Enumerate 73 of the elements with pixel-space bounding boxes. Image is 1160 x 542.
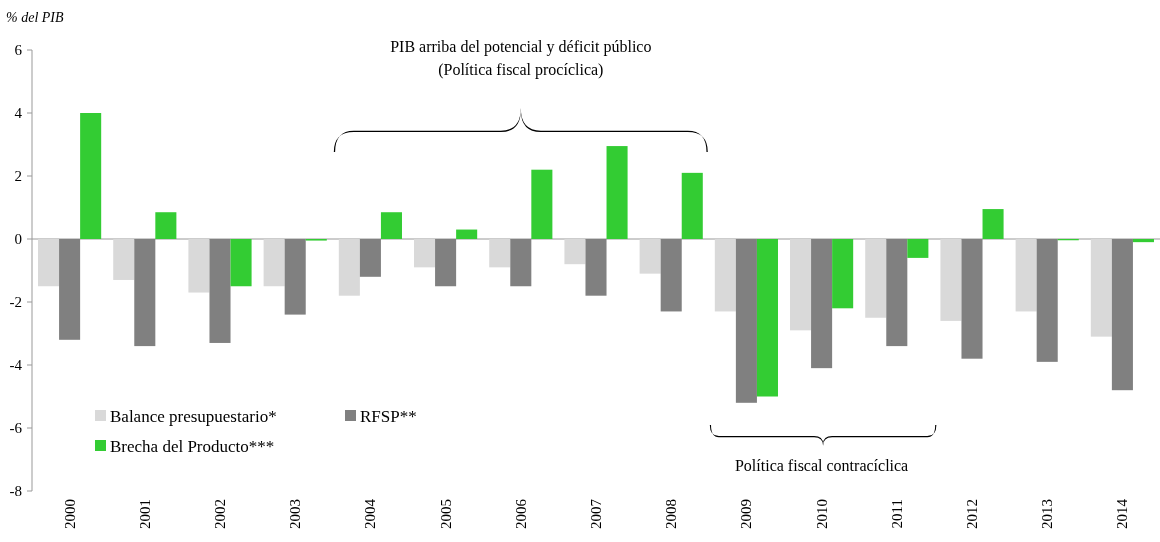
x-tick-label: 2000 (61, 499, 78, 529)
bar (456, 229, 478, 239)
bar (940, 239, 962, 321)
bar (38, 239, 60, 287)
bar (1015, 239, 1037, 312)
bar (811, 239, 833, 369)
bar (585, 239, 607, 296)
x-tick-label: 2013 (1039, 499, 1056, 529)
bar (155, 212, 177, 239)
y-tick-label: -6 (9, 420, 23, 437)
bar (886, 239, 908, 347)
legend-label: Balance presupuestario* (110, 406, 277, 426)
bar (832, 239, 854, 309)
x-tick-label: 2003 (287, 499, 304, 529)
bar (59, 239, 81, 340)
bar (1090, 239, 1112, 337)
annotation: Política fiscal contracíclica (734, 457, 909, 474)
bar (735, 239, 757, 403)
legend-label: RFSP** (360, 406, 417, 426)
bar (188, 239, 210, 293)
bar (907, 239, 929, 258)
bar (359, 239, 381, 277)
legend-label: Brecha del Producto*** (110, 436, 275, 456)
x-tick-label: 2004 (362, 498, 379, 529)
y-tick-label: 2 (14, 168, 22, 185)
bar (1036, 239, 1058, 362)
bar (134, 239, 156, 347)
y-tick-label: 4 (14, 105, 23, 122)
bar (209, 239, 231, 343)
bar (982, 209, 1004, 239)
bar (414, 239, 436, 268)
bar (380, 212, 402, 239)
bar (435, 239, 457, 287)
bar (263, 239, 285, 287)
x-tick-label: 2012 (964, 499, 980, 529)
bar (284, 239, 306, 315)
bar (510, 239, 532, 287)
bar (113, 239, 135, 280)
x-tick-label: 2006 (512, 498, 529, 529)
y-axis-title: % del PIB (6, 10, 64, 25)
bar (681, 172, 703, 239)
x-tick-label: 2014 (1114, 498, 1131, 529)
bar (756, 239, 778, 397)
bar (961, 239, 983, 359)
x-tick-label: 2005 (437, 499, 454, 529)
y-tick-label: -4 (9, 357, 23, 374)
bar (790, 239, 812, 331)
bar (338, 239, 360, 296)
bar (230, 239, 252, 287)
bar (1132, 239, 1154, 243)
annotation: PIB arriba del potencial y déficit público (390, 38, 652, 56)
bar (1111, 239, 1133, 391)
bar (660, 239, 682, 312)
annotation: (Política fiscal procíclica) (438, 61, 604, 79)
y-tick-label: 6 (14, 42, 23, 59)
x-tick-label: 2007 (588, 498, 604, 529)
bar (80, 113, 102, 239)
bar (639, 239, 661, 274)
bar (714, 239, 736, 312)
y-tick-label: -2 (9, 294, 22, 311)
x-tick-label: 2001 (136, 499, 153, 529)
bar (865, 239, 887, 318)
x-tick-label: 2002 (212, 499, 228, 529)
bar (606, 146, 628, 239)
x-tick-label: 2010 (813, 499, 830, 529)
bar (489, 239, 511, 268)
bar (564, 239, 586, 265)
bar (531, 169, 553, 239)
x-tick-label: 2011 (888, 499, 905, 529)
y-tick-label: -8 (9, 483, 22, 500)
y-tick-label: 0 (14, 231, 22, 248)
x-tick-label: 2009 (738, 499, 755, 529)
x-tick-label: 2008 (663, 499, 680, 529)
